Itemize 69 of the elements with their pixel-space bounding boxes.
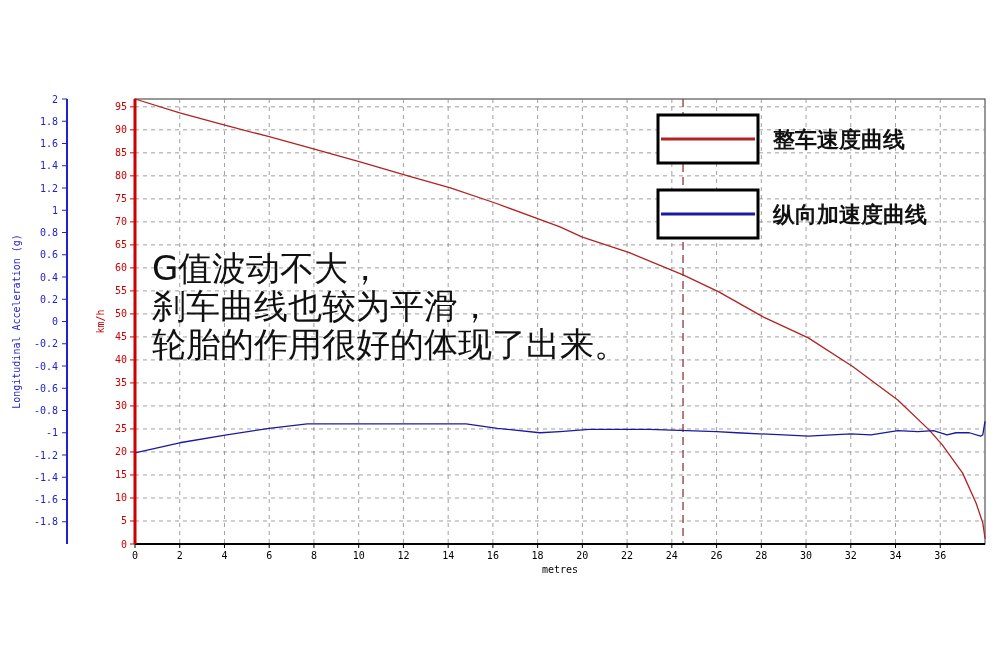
x-tick-label: 8 [310, 550, 317, 561]
y-tick-label: 45 [114, 331, 127, 343]
y-tick-label: 15 [114, 469, 127, 481]
y2-tick-label: 1.6 [39, 138, 58, 149]
y2-tick-label: -1.4 [33, 471, 58, 483]
y2-tick-label: -0.8 [33, 405, 58, 416]
x-tick-label: 20 [576, 550, 589, 561]
y-axis-title: km/h [95, 309, 106, 334]
y2-tick-label: 0.6 [39, 249, 58, 261]
y-tick-label: 90 [114, 124, 127, 136]
y-tick-label: 25 [114, 423, 127, 435]
annotation: G值波动不大， [152, 248, 383, 288]
x-tick-label: 0 [131, 550, 139, 561]
legend-label: 纵向加速度曲线 [772, 202, 927, 227]
y-tick-label: 85 [114, 147, 127, 159]
line-series [134, 420, 986, 454]
y-tick-label: 0 [120, 538, 127, 550]
y-tick-label: 30 [114, 400, 127, 412]
x-tick-label: 24 [665, 550, 678, 561]
y2-tick-label: 2 [51, 93, 58, 105]
x-axis-title: metres [541, 564, 579, 575]
x-tick-label: 22 [621, 550, 634, 561]
x-tick-label: 26 [710, 550, 723, 561]
y-tick-label: 65 [114, 239, 127, 251]
x-tick-label: 36 [934, 550, 947, 561]
x-tick-label: 12 [397, 550, 410, 561]
x-tick-label: 28 [755, 550, 768, 561]
y-tick-label: 95 [114, 101, 127, 113]
y2-tick-label: -0.6 [33, 382, 58, 394]
x-tick-label: 10 [352, 550, 365, 561]
y-tick-label: 20 [114, 446, 127, 458]
y2-tick-label: 0 [51, 316, 58, 327]
y-tick-label: 60 [114, 262, 127, 274]
y2-tick-label: 0.4 [39, 271, 58, 283]
legend-label: 整车速度曲线 [772, 127, 905, 152]
x-tick-label: 14 [442, 550, 455, 561]
y-tick-label: 70 [114, 216, 127, 228]
x-tick-label: 18 [531, 550, 544, 561]
y2-tick-label: -0.2 [33, 338, 58, 350]
y-tick-label: 35 [114, 377, 127, 389]
y2-tick-label: -1.8 [33, 516, 58, 528]
x-tick-label: 34 [889, 550, 902, 561]
y-tick-label: 10 [114, 492, 127, 504]
y-tick-label: 50 [114, 308, 127, 320]
line-series [134, 98, 986, 539]
y-tick-label: 5 [120, 515, 127, 527]
y2-axis-title: Longitudinal Acceleration (g) [11, 234, 22, 409]
y2-tick-label: 1.4 [39, 160, 58, 172]
y2-tick-label: -1.2 [33, 449, 58, 461]
y2-tick-label: -1 [45, 427, 58, 439]
y2-tick-label: 0.2 [39, 293, 58, 305]
y-tick-label: 80 [114, 170, 127, 182]
x-tick-label: 30 [800, 550, 813, 561]
x-tick-label: 4 [221, 550, 228, 561]
x-tick-label: 6 [266, 550, 273, 561]
annotation: 刹车曲线也较为平滑， [152, 286, 492, 326]
y-tick-label: 40 [114, 354, 127, 366]
y2-tick-label: 1 [51, 204, 58, 216]
y2-tick-label: 1.8 [39, 115, 58, 127]
x-tick-label: 16 [486, 550, 499, 561]
y-tick-label: 55 [114, 285, 127, 297]
y-tick-label: 75 [114, 193, 127, 205]
y2-tick-label: 0.8 [39, 227, 58, 238]
y2-tick-label: -0.4 [33, 360, 58, 372]
x-tick-label: 2 [176, 550, 183, 561]
y2-tick-label: -1.6 [33, 494, 58, 505]
x-tick-label: 32 [844, 550, 857, 561]
y2-tick-label: 1.2 [39, 182, 58, 194]
annotation: 轮胎的作用很好的体现了出来。 [152, 324, 628, 364]
